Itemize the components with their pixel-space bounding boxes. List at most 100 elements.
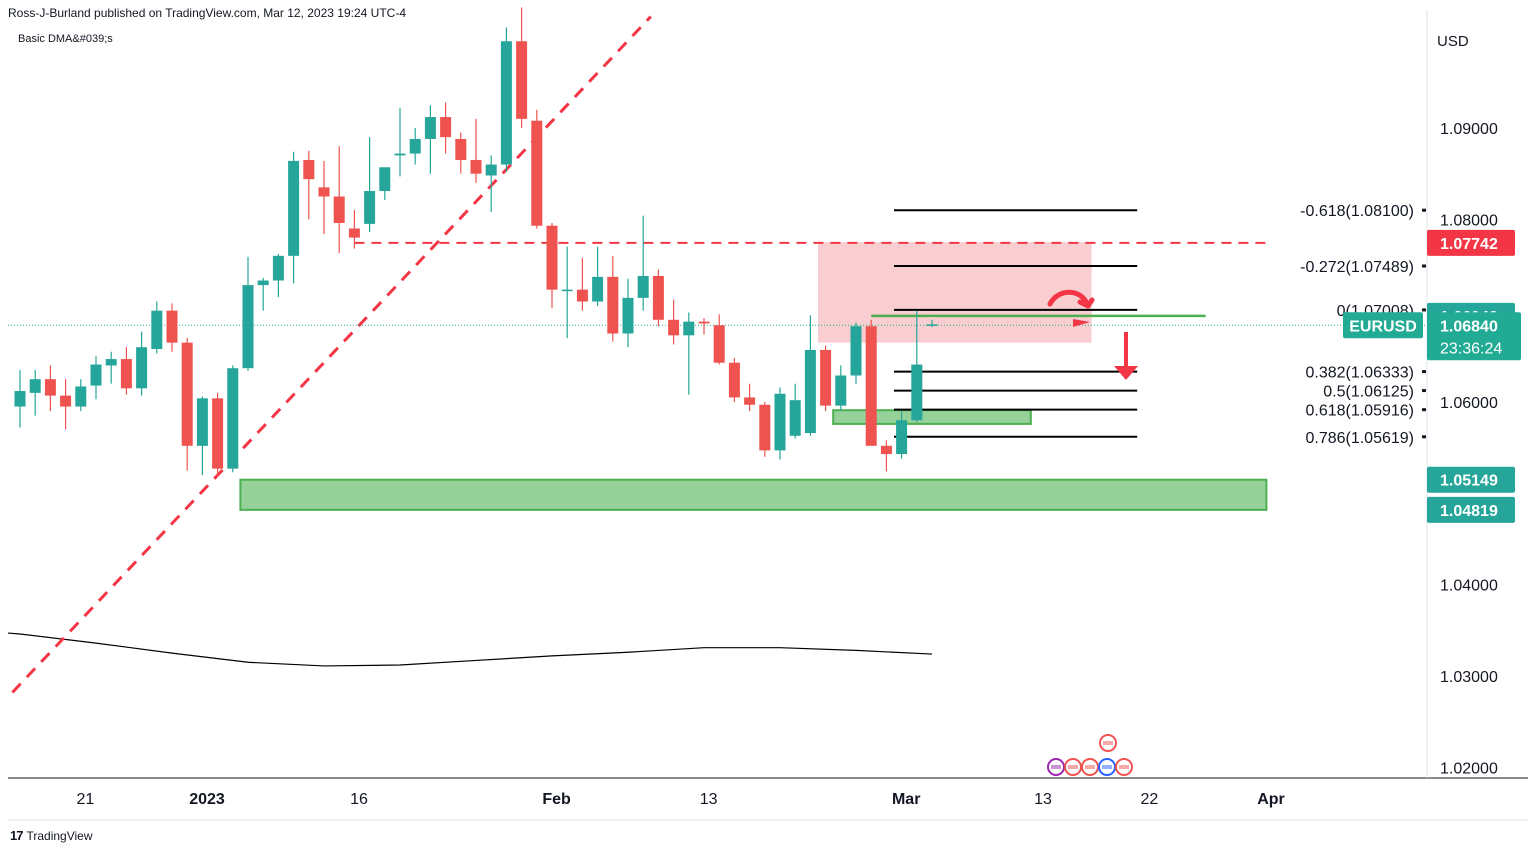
candle-body: [272, 255, 284, 281]
candle-body: [424, 117, 436, 139]
candle-body: [652, 275, 664, 320]
candle: [668, 299, 680, 345]
candle-body: [455, 138, 467, 160]
lightning-icon-detail: [1051, 765, 1061, 769]
candle: [379, 167, 391, 201]
candle: [212, 392, 224, 477]
candle-body: [896, 420, 908, 455]
flag-us-icon-detail: [1103, 741, 1113, 745]
candle: [744, 383, 756, 412]
candle: [896, 411, 908, 459]
price-tick-label: 1.03000: [1440, 669, 1498, 686]
fib-tick-mark: [1422, 264, 1426, 268]
time-tick-label: 13: [1034, 791, 1052, 808]
candle: [105, 351, 117, 384]
down-arrow-icon: [1114, 366, 1138, 380]
time-axis[interactable]: 21 2023 16 Feb 13 Mar 13 22 Apr: [77, 791, 1285, 808]
fib-tick-mark: [1422, 208, 1426, 212]
candles-layer: [14, 7, 938, 477]
fibonacci-layer: -0.618(1.08100)-0.272(1.07489)0(1.07008)…: [894, 203, 1426, 447]
candle-body: [364, 191, 376, 224]
current-price-text: 1.06840: [1440, 318, 1498, 335]
candle-body: [683, 321, 695, 336]
study-legend[interactable]: Basic DMA&#039;s: [18, 33, 113, 45]
candle: [44, 365, 56, 412]
candle: [303, 150, 315, 220]
candle-body: [90, 364, 102, 386]
candle: [14, 370, 26, 428]
fib-tick-mark: [1422, 408, 1426, 412]
candle-body: [759, 404, 771, 451]
candle: [713, 314, 725, 365]
candle-body: [44, 379, 56, 396]
candle-body: [394, 153, 406, 156]
fib-level-label: 0.5(1.06125): [1323, 384, 1414, 401]
price-tick-label: 1.04000: [1440, 578, 1498, 595]
zones-layer: [239, 242, 1268, 511]
tradingview-logo-icon: 17: [10, 828, 24, 843]
candle: [181, 338, 193, 471]
fib-level-label: -0.272(1.07489): [1300, 259, 1414, 276]
candle-body: [440, 117, 452, 138]
fib-level-label: 0.618(1.05916): [1305, 403, 1414, 420]
time-tick-label: Mar: [892, 791, 920, 808]
candle: [561, 246, 573, 339]
price-label-text: 1.07742: [1440, 236, 1498, 253]
candle: [288, 151, 300, 284]
moving-average-line: [7, 632, 933, 667]
time-tick-label: Feb: [542, 791, 571, 808]
candle-body: [592, 276, 604, 302]
candle: [440, 102, 452, 154]
candle: [318, 160, 330, 234]
candle-body: [804, 349, 816, 434]
candle-body: [744, 397, 756, 405]
candle-body: [561, 289, 573, 292]
candle-body: [500, 41, 512, 165]
candle: [500, 27, 512, 172]
flag-eu-icon-detail: [1102, 765, 1112, 769]
candle: [698, 317, 710, 335]
candle-body: [348, 228, 360, 238]
dashed-trendline: [11, 15, 652, 694]
candle: [455, 132, 467, 174]
time-tick-label: Apr: [1257, 791, 1285, 808]
candle-body: [485, 164, 497, 176]
curved-arrow-head-icon: [1073, 319, 1090, 327]
candle: [652, 269, 664, 327]
time-tick-label: 13: [700, 791, 718, 808]
candle-body: [728, 362, 740, 398]
candle-body: [14, 391, 26, 407]
candle-body: [120, 359, 132, 389]
candle-body: [303, 159, 315, 180]
candle: [622, 278, 634, 348]
candle: [272, 254, 284, 297]
candle-body: [607, 276, 619, 334]
flag-us-icon-detail: [1068, 765, 1078, 769]
resistance-zone: [818, 242, 1092, 343]
fib-tick-mark: [1422, 389, 1426, 393]
candle-body: [698, 321, 710, 324]
price-label-box: [1427, 229, 1515, 256]
support-zone: [239, 478, 1268, 511]
candle: [409, 128, 421, 165]
frame-layer: [8, 10, 1528, 821]
price-axis[interactable]: 1.09000 1.08000 1.06000 1.04000 1.03000 1.020…: [1440, 121, 1498, 777]
candle: [136, 331, 148, 396]
candle-body: [136, 347, 148, 389]
footer-branding[interactable]: 17 TradingView: [10, 828, 93, 843]
candle: [820, 345, 832, 412]
candle-body: [622, 297, 634, 334]
publisher-header: Ross-J-Burland published on TradingView.…: [8, 6, 406, 20]
fib-tick-mark: [1422, 370, 1426, 374]
current-price-box: [1427, 312, 1521, 361]
candle: [90, 356, 102, 400]
fib-level-label: 0.382(1.06333): [1305, 365, 1414, 382]
candle: [804, 315, 816, 436]
candle-body: [196, 398, 208, 446]
candle: [880, 440, 892, 472]
candle-body: [181, 342, 193, 446]
candle-body: [865, 326, 877, 446]
candle-body: [531, 120, 543, 226]
candle: [424, 105, 436, 174]
